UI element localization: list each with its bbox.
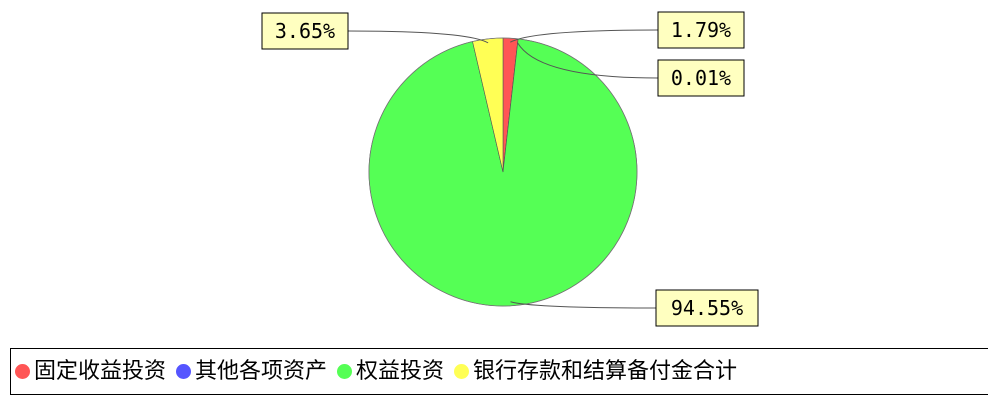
legend-swatch <box>337 364 353 379</box>
legend-swatch <box>15 364 30 379</box>
data-label-fixed-income: 1.79% <box>671 18 731 42</box>
legend-label: 权益投资 <box>356 358 445 384</box>
label-connector-equity <box>510 301 657 309</box>
legend-label: 银行存款和结算备付金合计 <box>473 358 738 384</box>
label-connector-bank-deposits <box>347 30 489 44</box>
legend-swatch <box>454 364 470 379</box>
data-label-bank-deposits: 3.65% <box>275 19 335 43</box>
data-label-equity: 94.55% <box>671 296 743 320</box>
label-connector-other-assets <box>517 42 659 79</box>
legend-label: 固定收益投资 <box>34 358 167 384</box>
data-label-other-assets: 0.01% <box>671 66 731 90</box>
legend-item-equity: 权益投资 <box>337 358 445 384</box>
legend-item-bank-deposits: 银行存款和结算备付金合计 <box>454 358 738 384</box>
legend-item-fixed-income: 固定收益投资 <box>15 358 167 384</box>
data-label-box-fixed-income <box>657 11 745 49</box>
label-connector-fixed-income <box>510 29 659 43</box>
data-label-box-equity <box>655 289 759 327</box>
legend-label: 其他各项资产 <box>195 358 328 384</box>
legend: 固定收益投资 其他各项资产 权益投资 银行存款和结算备付金合计 <box>10 348 988 395</box>
pie-outline <box>368 37 638 307</box>
data-label-box-bank-deposits <box>261 12 349 50</box>
legend-swatch <box>176 364 192 379</box>
legend-item-other-assets: 其他各项资产 <box>176 358 328 384</box>
data-label-box-other-assets <box>657 59 745 97</box>
